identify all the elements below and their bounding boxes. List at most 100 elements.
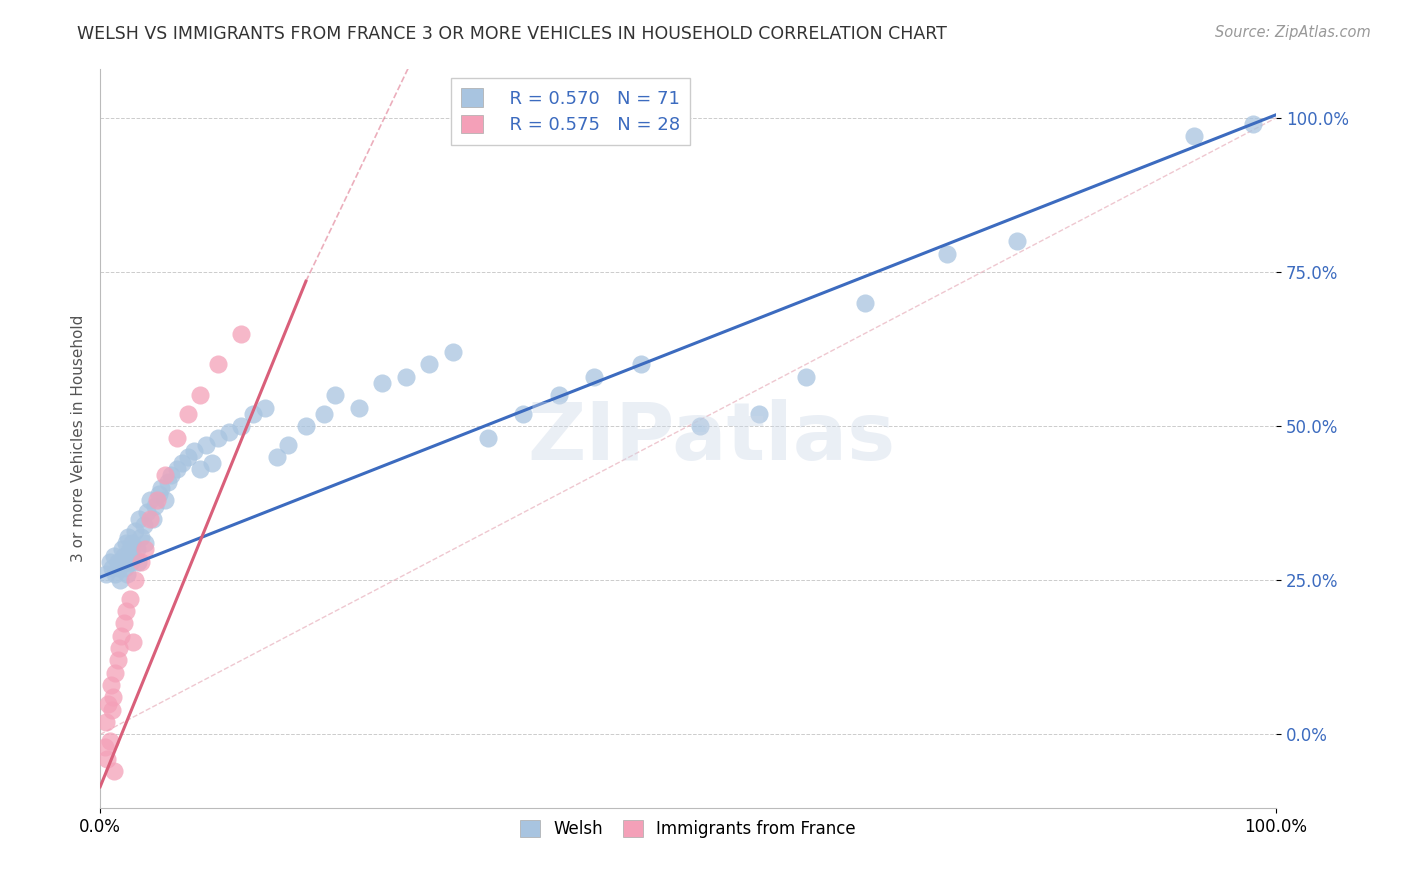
Point: [112, 549, 135, 563]
Point: [108, 641, 131, 656]
Point: [132, 517, 155, 532]
Point: [121, 536, 143, 550]
Y-axis label: 3 or more Vehicles in Household: 3 or more Vehicles in Household: [72, 315, 86, 562]
Point: [323, 388, 346, 402]
Point: [1182, 129, 1205, 144]
Point: [512, 407, 534, 421]
Point: [371, 376, 394, 390]
Point: [128, 511, 150, 525]
Point: [125, 542, 148, 557]
Point: [120, 555, 142, 569]
Point: [108, 561, 131, 575]
Point: [794, 369, 817, 384]
Point: [1241, 117, 1264, 131]
Point: [122, 549, 145, 563]
Point: [201, 456, 224, 470]
Point: [253, 401, 276, 415]
Point: [124, 574, 146, 588]
Point: [188, 462, 211, 476]
Point: [118, 542, 141, 557]
Point: [98, 555, 121, 569]
Point: [183, 443, 205, 458]
Point: [115, 555, 138, 569]
Point: [935, 246, 957, 260]
Point: [108, 574, 131, 588]
Point: [96, 752, 118, 766]
Point: [97, 697, 120, 711]
Point: [110, 555, 132, 569]
Point: [104, 665, 127, 680]
Point: [145, 500, 167, 514]
Point: [101, 690, 124, 705]
Point: [112, 616, 135, 631]
Point: [157, 475, 180, 489]
Point: [153, 493, 176, 508]
Point: [134, 536, 156, 550]
Point: [118, 591, 141, 606]
Point: [107, 555, 129, 569]
Point: [94, 739, 117, 754]
Text: ZIPatlas: ZIPatlas: [527, 400, 896, 477]
Point: [150, 481, 173, 495]
Point: [630, 358, 652, 372]
Point: [103, 549, 125, 563]
Point: [124, 524, 146, 538]
Point: [477, 432, 499, 446]
Point: [177, 450, 200, 464]
Point: [689, 419, 711, 434]
Point: [114, 561, 136, 575]
Point: [129, 530, 152, 544]
Point: [231, 419, 253, 434]
Point: [153, 468, 176, 483]
Point: [166, 462, 188, 476]
Point: [194, 437, 217, 451]
Point: [103, 764, 125, 779]
Point: [853, 295, 876, 310]
Point: [101, 561, 124, 575]
Point: [101, 703, 124, 717]
Point: [218, 425, 240, 440]
Point: [129, 555, 152, 569]
Point: [231, 326, 253, 341]
Point: [98, 733, 121, 747]
Point: [242, 407, 264, 421]
Point: [1007, 234, 1029, 248]
Point: [136, 506, 159, 520]
Point: [145, 493, 167, 508]
Point: [177, 407, 200, 421]
Point: [138, 493, 160, 508]
Point: [441, 345, 464, 359]
Point: [107, 653, 129, 667]
Point: [583, 369, 606, 384]
Point: [295, 419, 318, 434]
Point: [138, 511, 160, 525]
Point: [188, 388, 211, 402]
Legend: Welsh, Immigrants from France: Welsh, Immigrants from France: [513, 813, 863, 845]
Point: [312, 407, 335, 421]
Point: [207, 432, 229, 446]
Point: [395, 369, 418, 384]
Text: Source: ZipAtlas.com: Source: ZipAtlas.com: [1215, 25, 1371, 40]
Point: [207, 358, 229, 372]
Point: [117, 530, 139, 544]
Point: [111, 542, 134, 557]
Point: [266, 450, 288, 464]
Point: [134, 542, 156, 557]
Point: [100, 678, 122, 692]
Point: [94, 567, 117, 582]
Point: [347, 401, 370, 415]
Text: WELSH VS IMMIGRANTS FROM FRANCE 3 OR MORE VEHICLES IN HOUSEHOLD CORRELATION CHAR: WELSH VS IMMIGRANTS FROM FRANCE 3 OR MOR…: [77, 25, 948, 43]
Point: [115, 536, 138, 550]
Point: [110, 629, 132, 643]
Point: [277, 437, 299, 451]
Point: [172, 456, 194, 470]
Point: [122, 635, 145, 649]
Point: [159, 468, 181, 483]
Point: [94, 715, 117, 730]
Point: [115, 567, 138, 582]
Point: [148, 487, 170, 501]
Point: [142, 511, 165, 525]
Point: [748, 407, 770, 421]
Point: [115, 604, 138, 618]
Point: [127, 555, 149, 569]
